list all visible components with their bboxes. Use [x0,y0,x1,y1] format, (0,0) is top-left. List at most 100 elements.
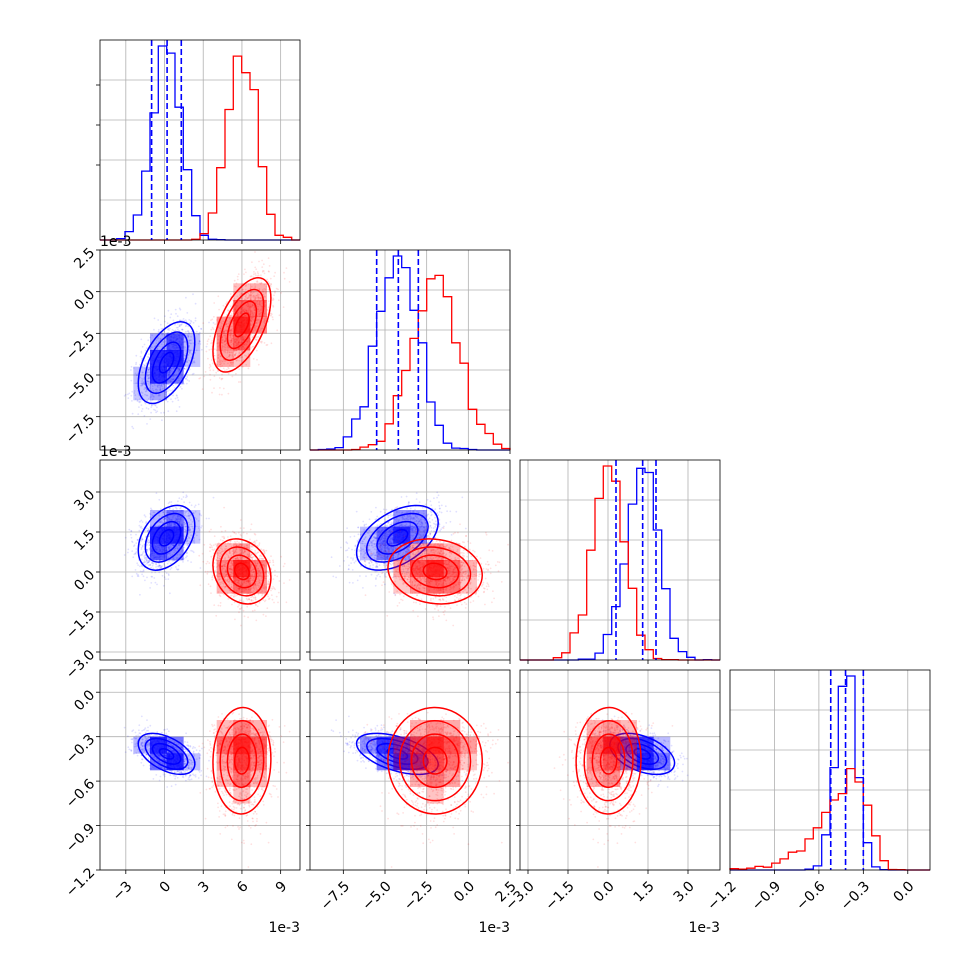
sample-point [141,527,144,530]
sample-point [206,572,209,575]
sample-point [188,319,191,321]
sample-point [158,571,161,574]
sample-point [189,322,192,325]
sample-point [227,367,230,370]
sample-point [245,597,248,600]
sample-point [127,548,130,551]
sample-point [210,328,213,331]
sample-point [236,278,239,281]
sample-point [167,573,170,575]
sample-point [174,323,176,326]
sample-point [154,571,157,574]
sample-point [183,347,186,350]
sample-point [156,406,158,409]
sample-point [269,561,272,564]
sample-point [182,561,184,563]
sample-point [162,584,165,587]
sample-point [258,260,260,263]
sample-point [261,340,263,343]
sample-point [214,323,217,326]
sample-point [132,427,135,430]
sample-point [243,527,245,529]
sample-point [155,492,158,494]
sample-point [256,281,259,283]
sample-point [175,410,178,413]
sample-point [235,372,237,375]
sample-point [282,565,285,568]
sample-point [146,394,149,397]
sample-point [135,363,137,366]
sample-point [147,378,150,380]
sample-point [194,504,197,507]
sample-point [142,575,145,578]
sample-point [256,605,259,608]
sample-point [168,327,171,330]
sample-point [184,354,187,357]
sample-point [157,328,160,331]
sample-point [140,338,143,341]
sample-point [141,408,144,410]
sample-point [251,345,254,348]
sample-point [229,535,232,537]
sample-point [212,322,215,324]
sample-point [143,561,146,563]
sample-point [140,352,143,354]
sample-point [253,609,256,612]
sample-point [152,562,155,565]
sample-point [177,564,180,567]
sample-point [151,404,153,407]
sample-point [219,604,222,607]
sample-point [221,536,224,538]
sample-point [130,533,132,536]
sample-point [149,386,152,388]
sample-point [236,275,239,278]
sample-point [221,373,223,376]
sample-point [143,415,146,417]
sample-point [142,363,145,366]
sample-point [137,538,140,541]
sample-point [192,321,195,324]
sample-point [266,278,268,281]
sample-point [205,350,208,353]
sample-point [130,394,133,397]
sample-point [147,383,150,386]
sample-point [160,383,163,386]
sample-point [209,585,212,588]
sample-point [178,497,181,500]
sample-point [239,527,242,530]
sample-point [267,257,270,260]
density-cell [250,316,267,334]
sample-point [135,548,138,550]
sample-point [150,566,153,569]
sample-point [262,613,265,616]
sample-point [136,399,139,401]
sample-point [161,419,163,422]
sample-point [218,308,221,311]
sample-point [174,329,177,332]
sample-point [150,411,153,414]
sample-point [177,500,179,503]
sample-point [203,543,206,546]
sample-point [280,292,283,294]
sample-point [142,382,145,385]
sample-point [163,576,166,579]
sample-point [239,533,242,536]
sample-point [188,501,191,504]
sample-point [180,498,183,500]
sample-point [223,537,226,539]
sample-point [250,275,253,278]
sample-point [211,318,214,321]
sample-point [244,268,246,271]
sample-point [237,381,240,383]
sample-point [204,371,207,373]
sample-point [261,266,264,268]
sample-point [155,562,157,565]
sample-point [237,273,240,275]
sample-point [139,593,141,596]
sample-point [192,551,195,554]
sample-point [276,575,279,578]
sample-point [140,404,143,407]
sample-point [147,529,150,531]
sample-point [288,281,291,283]
sample-point [255,539,258,542]
